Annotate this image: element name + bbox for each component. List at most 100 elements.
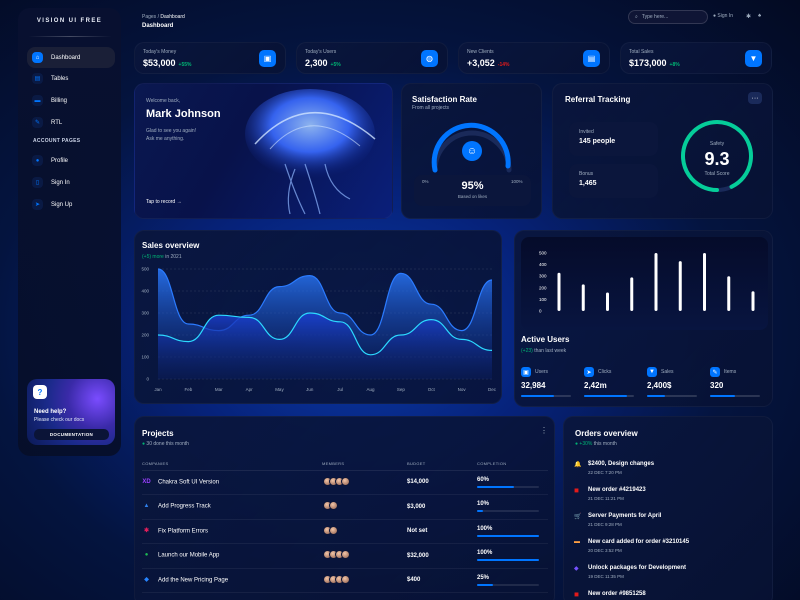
avatar[interactable] bbox=[329, 525, 338, 535]
active-stat-value: 320 bbox=[710, 381, 724, 390]
x-tick-label: Oct bbox=[428, 387, 436, 392]
company-cell: ✱ Fix Platform Errors bbox=[142, 519, 322, 544]
y-tick-label: 0 bbox=[146, 377, 149, 382]
satisfaction-gauge bbox=[431, 122, 512, 173]
table-row[interactable]: XD Chakra Soft UI Version $14,000 60% bbox=[142, 470, 548, 495]
x-tick-label: Nov bbox=[458, 387, 467, 392]
satisfaction-subtitle: From all projects bbox=[412, 105, 449, 111]
sidebar-item-profile[interactable]: ● Profile bbox=[27, 150, 115, 171]
person-icon: ● bbox=[32, 155, 43, 166]
members-cell bbox=[322, 543, 407, 569]
bonus-label: Bonus bbox=[579, 171, 594, 177]
y-tick-label: 400 bbox=[539, 262, 547, 267]
progress-fill bbox=[521, 395, 554, 397]
company-name: Launch our Mobile App bbox=[158, 552, 220, 559]
chart-icon: ▤ bbox=[32, 73, 43, 84]
completion-cell: 10% bbox=[477, 494, 548, 520]
progress-fill bbox=[477, 510, 484, 513]
stat-label: Today's Money bbox=[143, 49, 177, 55]
sidebar-item-label: Dashboard bbox=[51, 54, 81, 61]
more-button[interactable]: ··· bbox=[748, 92, 762, 104]
bar bbox=[654, 253, 658, 311]
active-subtitle-rest: than last week bbox=[532, 348, 567, 354]
sidebar-item-tables[interactable]: ▤ Tables bbox=[27, 68, 115, 89]
sidebar-item-signin[interactable]: ▯ Sign In bbox=[27, 172, 115, 193]
brand-logo: VISION UI FREE bbox=[36, 18, 103, 24]
active-stat: ▼ Sales 2,400$ bbox=[647, 367, 705, 401]
projects-subtitle-text: 30 done this month bbox=[146, 441, 189, 447]
breadcrumb-parent[interactable]: Pages bbox=[142, 14, 157, 20]
order-date: 19 DEC 11:35 PM bbox=[588, 574, 624, 579]
welcome-line: Ask me anything. bbox=[146, 136, 185, 142]
column-header: COMPANIES bbox=[142, 458, 322, 471]
series-line bbox=[157, 312, 493, 356]
sidebar-item-billing[interactable]: ▬ Billing bbox=[27, 90, 115, 111]
order-title: New order #4219423 bbox=[588, 487, 646, 493]
sales-change: (+5) more bbox=[142, 254, 164, 260]
welcome-greeting: Welcome back, bbox=[146, 98, 181, 104]
welcome-card: Welcome back, Mark Johnson Glad to see y… bbox=[134, 83, 393, 219]
sidebar-item-dashboard[interactable]: ⌂ Dashboard bbox=[27, 47, 115, 68]
order-date: 21 DEC 9:28 PM bbox=[588, 522, 622, 527]
progress-fill bbox=[710, 395, 735, 397]
avatar[interactable] bbox=[341, 574, 350, 584]
sidebar-item-label: RTL bbox=[51, 119, 63, 126]
sidebar-item-rtl[interactable]: ✎ RTL bbox=[27, 112, 115, 133]
orders-card: Orders overview ● +30% this month 🔔 $2400… bbox=[563, 416, 773, 600]
budget-cell: $3,000 bbox=[407, 494, 477, 520]
tap-to-record-link[interactable]: Tap to record → bbox=[146, 199, 182, 205]
table-row[interactable]: ● Launch our Mobile App $32,000 100% bbox=[142, 543, 548, 569]
timeline-icon: ◼ bbox=[574, 488, 579, 494]
active-stat-label: Items bbox=[724, 369, 737, 375]
budget-cell: $32,000 bbox=[407, 543, 477, 569]
members-cell bbox=[322, 519, 407, 544]
projects-table: COMPANIES MEMBERS BUDGET COMPLETION XD Ch… bbox=[142, 458, 548, 593]
completion-cell: 100% bbox=[477, 543, 548, 569]
orders-change: +30% bbox=[579, 441, 593, 447]
timeline-icon: ◆ bbox=[574, 566, 579, 572]
table-row[interactable]: ✱ Fix Platform Errors Not set 100% bbox=[142, 519, 548, 544]
more-button[interactable]: ⋮ bbox=[540, 426, 548, 435]
progress-bar bbox=[477, 583, 539, 586]
stat-card: Today's Money $53,000 +55% ▣ bbox=[134, 42, 286, 74]
column-header: BUDGET bbox=[407, 458, 477, 471]
cart-icon: ▼ bbox=[647, 367, 657, 377]
sidebar-item-signup[interactable]: ➤ Sign Up bbox=[27, 194, 115, 215]
stat-card: Today's Users 2,300 +5% ◍ bbox=[296, 42, 448, 74]
orders-subtitle-rest: this month bbox=[592, 441, 617, 447]
divider bbox=[28, 36, 112, 37]
gear-icon[interactable]: ✱ bbox=[746, 14, 752, 20]
projects-card: Projects ● 30 done this month ⋮ COMPANIE… bbox=[134, 416, 555, 600]
table-row[interactable]: ◆ Add the New Pricing Page $400 25% bbox=[142, 568, 548, 593]
documentation-button[interactable]: DOCUMENTATION bbox=[34, 429, 109, 440]
sales-subtitle: (+5) more in 2021 bbox=[142, 254, 182, 260]
bell-icon[interactable]: ♠ bbox=[758, 13, 762, 19]
sales-subtitle-rest: in 2021 bbox=[163, 254, 182, 260]
orders-title: Orders overview bbox=[575, 429, 638, 438]
breadcrumb-current: Dashboard bbox=[160, 14, 185, 20]
active-stat: ✎ Items 320 bbox=[710, 367, 768, 401]
progress-bar bbox=[710, 395, 760, 397]
safety-score: 9.3 bbox=[704, 149, 730, 169]
company-name: Add Progress Track bbox=[158, 503, 211, 510]
sales-title: Sales overview bbox=[142, 241, 200, 250]
company-name: Add the New Pricing Page bbox=[158, 577, 229, 584]
completion-cell: 60% bbox=[477, 470, 548, 495]
stat-card: Total Sales $173,000 +8% ▼ bbox=[620, 42, 772, 74]
search-input[interactable]: ⌕ Type here... bbox=[628, 10, 708, 24]
avatar[interactable] bbox=[341, 476, 350, 486]
order-date: 22 DEC 7:20 PM bbox=[588, 470, 622, 475]
completion-value: 60% bbox=[477, 476, 490, 483]
progress-fill bbox=[584, 395, 627, 397]
avatar[interactable] bbox=[341, 550, 350, 560]
y-tick-label: 300 bbox=[141, 311, 149, 316]
tap-to-record-label: Tap to record bbox=[146, 199, 176, 205]
company-cell: XD Chakra Soft UI Version bbox=[142, 470, 322, 495]
completion-value: 10% bbox=[477, 501, 490, 508]
budget-cell: Not set bbox=[407, 519, 477, 544]
projects-title: Projects bbox=[142, 429, 174, 438]
avatar[interactable] bbox=[329, 501, 338, 511]
table-row[interactable]: ▲ Add Progress Track $3,000 10% bbox=[142, 494, 548, 520]
signin-link[interactable]: ● Sign In bbox=[713, 13, 733, 19]
bonus-box: Bonus 1,465 bbox=[569, 164, 658, 198]
